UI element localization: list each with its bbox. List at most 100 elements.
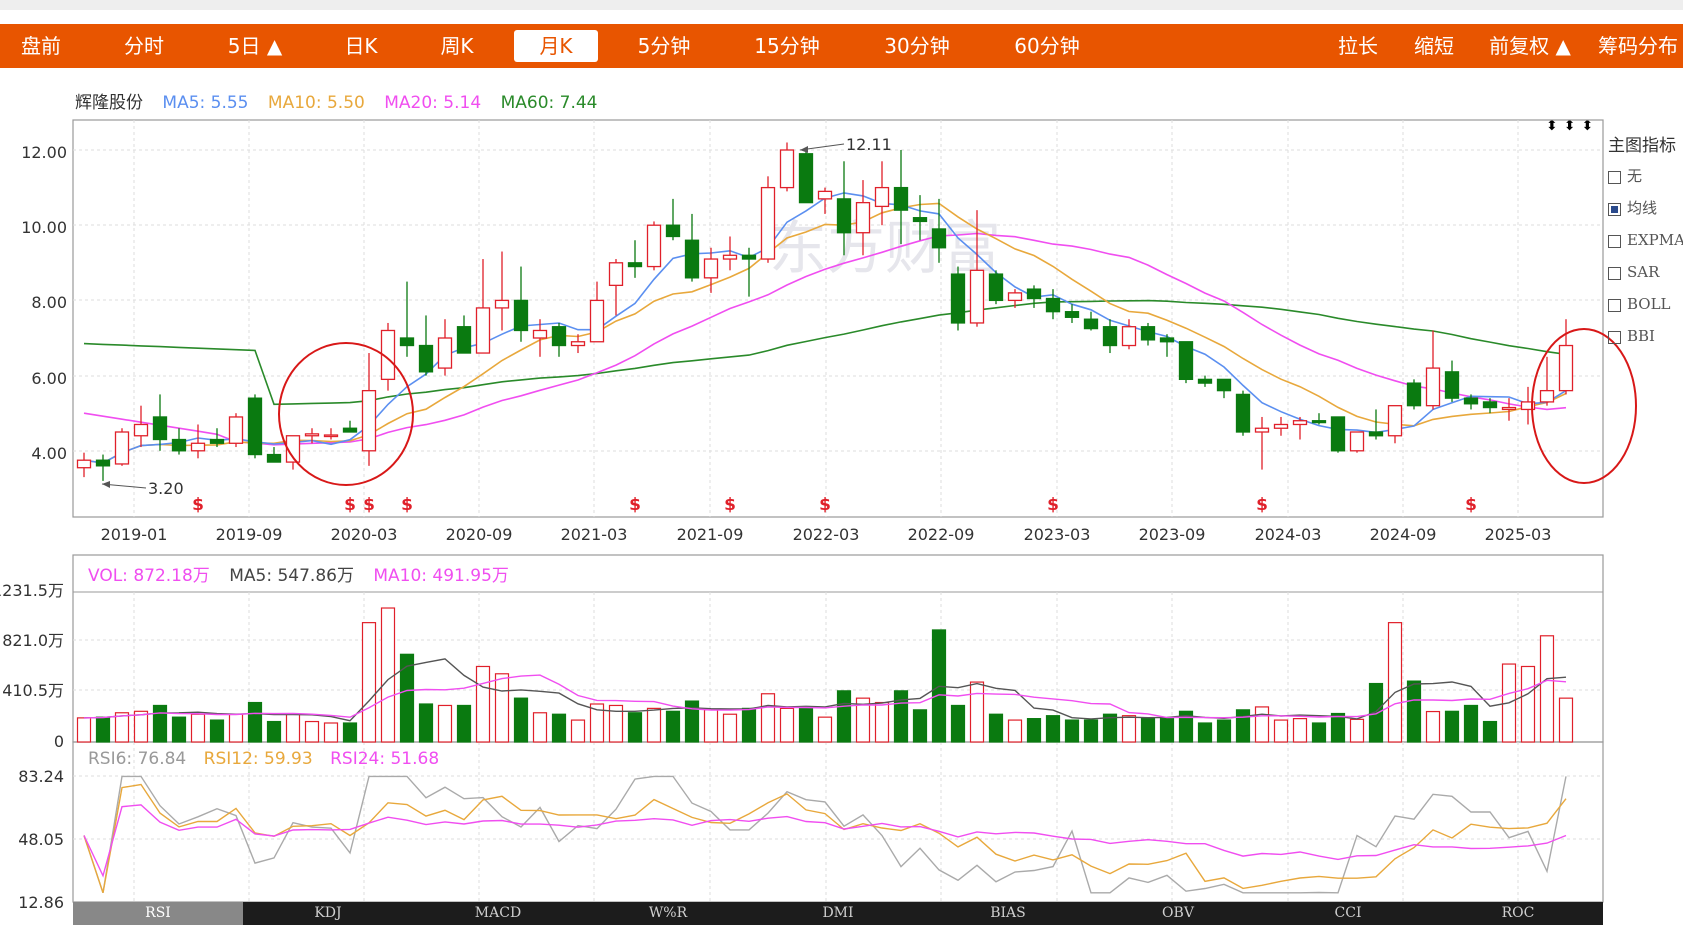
indicator-bbi[interactable]: BBI — [1608, 320, 1683, 352]
volume-bar-down — [1159, 718, 1175, 743]
volume-bar-up — [722, 713, 738, 743]
volume-bar-down — [209, 719, 225, 743]
price-tick: 10.00 — [21, 218, 67, 237]
tab-intraday[interactable]: 分时 — [124, 34, 164, 58]
candle-up — [1349, 431, 1365, 452]
candle-down — [1159, 337, 1175, 343]
price-panel-frame — [72, 119, 1604, 518]
checkbox-icon[interactable] — [1608, 298, 1621, 312]
volume-bar-up — [323, 722, 339, 743]
rsi12-value: RSI12: 59.93 — [203, 749, 313, 769]
indicator-sar[interactable]: SAR — [1608, 256, 1683, 288]
price-tick: 12.00 — [21, 143, 67, 162]
tab-premarket[interactable]: 盘前 — [21, 34, 61, 58]
legend-ma5: MA5: 5.55 — [162, 93, 249, 113]
volume-bar-down — [1064, 719, 1080, 743]
indicator-panel-title: 主图指标 — [1608, 136, 1676, 156]
tab-60min[interactable]: 60分钟 — [1014, 34, 1080, 58]
low-annotation-arrow — [102, 481, 110, 488]
volume-bar-up — [1007, 719, 1023, 743]
date-axis: 2019-01 2019-09 2020-03 2020-09 2021-03 2021-… — [101, 525, 1552, 544]
candle-up — [874, 186, 890, 208]
tab-weekly-k[interactable]: 周K — [440, 34, 474, 58]
tab-30min[interactable]: 30分钟 — [884, 34, 950, 58]
volume-bar-down — [95, 716, 111, 743]
candle-up — [494, 299, 510, 309]
volume-bar-up — [494, 673, 510, 743]
volume-bars — [76, 607, 1574, 743]
expand-arrows-icon[interactable]: ⬍⬍⬍ — [1546, 118, 1600, 134]
vol-ma5: MA5: 547.86万 — [229, 566, 354, 586]
candle-down — [209, 438, 225, 444]
volume-bar-up — [437, 704, 453, 743]
indicator-none[interactable]: 无 — [1608, 160, 1683, 192]
vol-ma10: MA10: 491.95万 — [373, 566, 509, 586]
volume-bar-down — [665, 710, 681, 743]
candle-up — [1501, 406, 1517, 411]
date-tick: 2021-03 — [561, 525, 628, 544]
checkbox-checked-icon[interactable] — [1608, 202, 1621, 216]
tab-obv[interactable]: OBV — [1162, 905, 1194, 921]
tab-5day[interactable]: 5日 ▲ — [227, 34, 283, 58]
candle-up — [760, 186, 776, 260]
tab-15min[interactable]: 15分钟 — [754, 34, 820, 58]
zoom-in-button[interactable]: 拉长 — [1338, 34, 1378, 58]
zoom-out-button[interactable]: 缩短 — [1414, 34, 1454, 58]
indicator-ma[interactable]: 均线 — [1608, 192, 1683, 224]
date-tick: 2022-09 — [908, 525, 975, 544]
candle-down — [247, 397, 263, 456]
candlesticks — [76, 142, 1574, 481]
s-marker: $ — [1256, 495, 1268, 515]
price-tick: 8.00 — [31, 293, 67, 312]
volume-bar-up — [817, 716, 833, 743]
tab-dmi[interactable]: DMI — [822, 905, 854, 921]
rsi6-line — [83, 775, 1567, 894]
volume-bar-up — [969, 681, 985, 743]
tab-wr[interactable]: W%R — [648, 905, 688, 921]
tab-rsi[interactable]: RSI — [73, 902, 243, 925]
candle-up — [114, 431, 130, 465]
volume-bar-down — [1235, 709, 1251, 743]
candle-down — [1406, 382, 1422, 407]
volume-bar-down — [798, 706, 814, 743]
chip-distribution-button[interactable]: 筹码分布 — [1598, 34, 1678, 58]
candle-up — [1007, 292, 1023, 302]
indicator-expma[interactable]: EXPMA — [1608, 224, 1683, 256]
tab-5min[interactable]: 5分钟 — [637, 34, 691, 58]
tab-monthly-k[interactable]: 月K — [514, 30, 598, 62]
candle-down — [1064, 311, 1080, 318]
volume-bar-down — [342, 722, 358, 743]
candle-up — [380, 329, 396, 381]
tab-bias[interactable]: BIAS — [990, 905, 1026, 921]
candle-up — [1387, 405, 1403, 437]
checkbox-icon[interactable] — [1608, 266, 1621, 280]
rsi-lines — [83, 775, 1567, 894]
tab-macd[interactable]: MACD — [474, 905, 522, 921]
tab-roc[interactable]: ROC — [1501, 905, 1535, 921]
volume-bar-down — [418, 703, 434, 743]
checkbox-icon[interactable] — [1608, 234, 1621, 248]
volume-bar-up — [190, 713, 206, 743]
volume-bar-up — [1520, 665, 1536, 743]
volume-bar-up — [874, 701, 890, 743]
date-tick: 2021-09 — [677, 525, 744, 544]
adjust-mode-dropdown[interactable]: 前复权 ▲ — [1489, 34, 1571, 58]
tab-daily-k[interactable]: 日K — [344, 34, 378, 58]
volume-bar-up — [1558, 697, 1574, 743]
checkbox-icon[interactable] — [1608, 170, 1621, 184]
indicator-boll[interactable]: BOLL — [1608, 288, 1683, 320]
s-markers: $ $ $ $ $ $ $ $ $ $ — [192, 495, 1477, 515]
volume-bar-up — [1387, 622, 1403, 743]
indicator-label: BBI — [1627, 327, 1655, 345]
checkbox-icon[interactable] — [1608, 330, 1621, 344]
tab-cci[interactable]: CCI — [1334, 905, 1362, 921]
candle-up — [1121, 326, 1137, 347]
candle-up — [361, 389, 377, 452]
date-tick: 2024-09 — [1370, 525, 1437, 544]
main-legend: 辉隆股份 MA5: 5.55 MA10: 5.50 MA20: 5.14 MA6… — [75, 88, 612, 113]
candle-down — [418, 344, 434, 373]
volume-bar-down — [988, 713, 1004, 743]
volume-bar-down — [551, 713, 567, 743]
tab-kdj[interactable]: KDJ — [314, 905, 342, 921]
date-tick: 2023-09 — [1139, 525, 1206, 544]
